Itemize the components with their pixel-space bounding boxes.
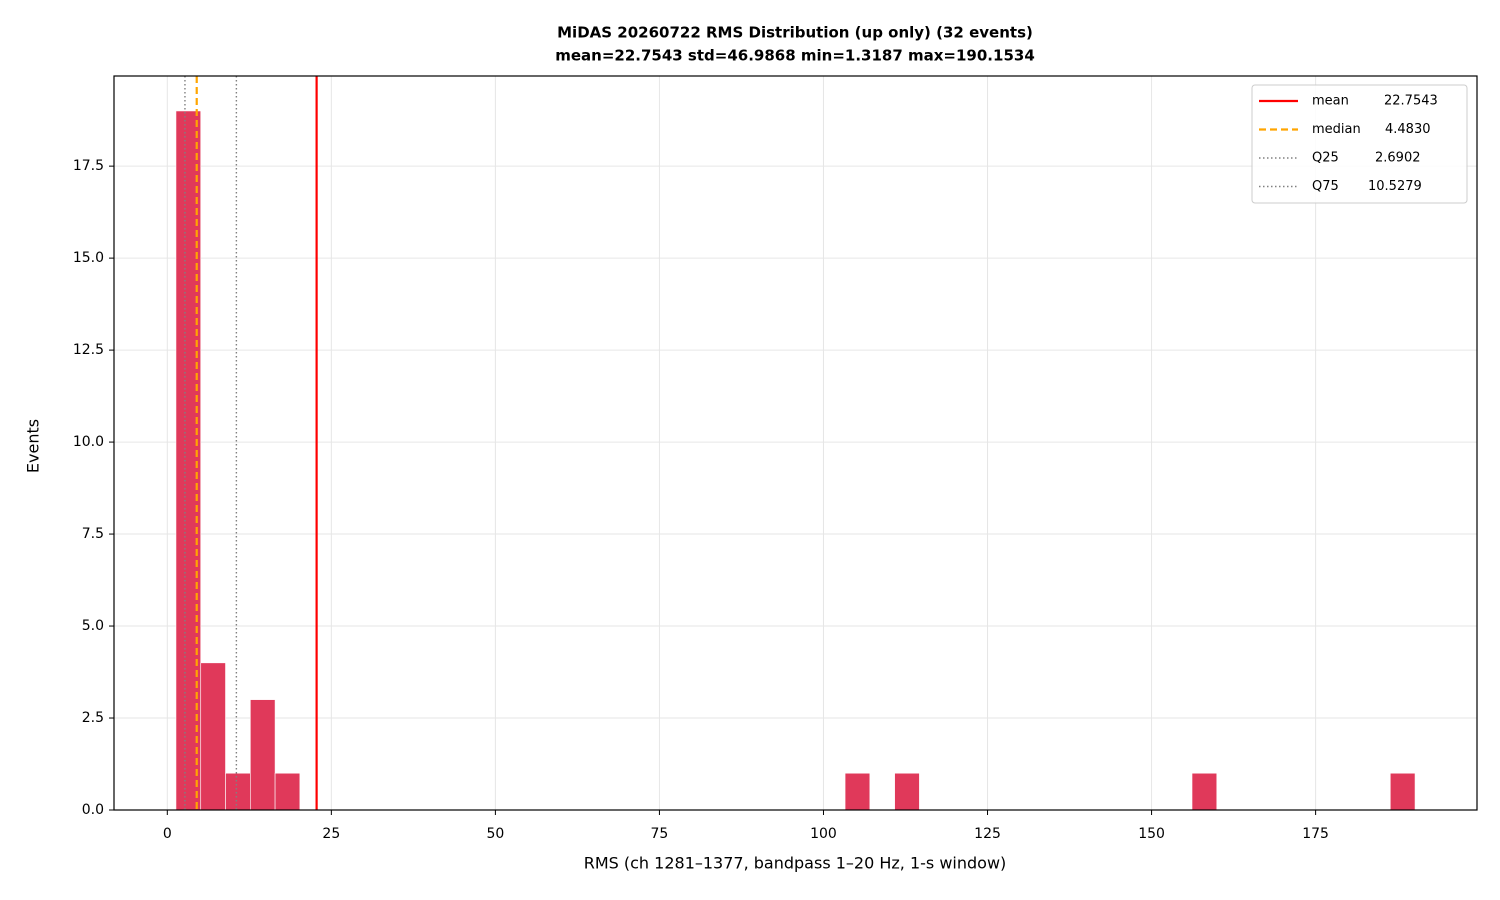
y-tick-label: 17.5 — [73, 158, 104, 174]
legend-label: Q25 — [1312, 151, 1339, 166]
y-tick-label: 2.5 — [82, 710, 104, 726]
x-tick-label: 125 — [974, 826, 1001, 842]
legend-box — [1251, 84, 1468, 204]
plot-frame — [113, 75, 1478, 811]
y-axis-label: Events — [24, 419, 43, 473]
chart-subtitle: mean=22.7543 std=46.9868 min=1.3187 max=… — [555, 47, 1035, 65]
bar — [225, 772, 251, 811]
legend-label: median — [1312, 122, 1361, 137]
y-tick-label: 10.0 — [73, 434, 104, 450]
x-tick-label: 75 — [651, 826, 669, 842]
bar — [894, 772, 920, 811]
x-axis-label: RMS (ch 1281–1377, bandpass 1–20 Hz, 1-s… — [584, 854, 1007, 873]
bar — [844, 772, 871, 811]
legend-label: mean — [1312, 94, 1349, 109]
bar — [250, 699, 276, 811]
x-tick-label: 100 — [810, 826, 837, 842]
y-tick-label: 12.5 — [73, 342, 104, 358]
x-tick-label: 150 — [1138, 826, 1165, 842]
legend-value: 4.4830 — [1385, 122, 1431, 137]
chart-title: MiDAS 20260722 RMS Distribution (up only… — [557, 24, 1033, 42]
legend-value: 10.5279 — [1368, 179, 1422, 194]
legend-value: 22.7543 — [1384, 94, 1438, 109]
y-tick-label: 7.5 — [82, 526, 104, 542]
bar — [1389, 772, 1416, 811]
x-tick-label: 25 — [322, 826, 340, 842]
x-tick-label: 0 — [163, 826, 172, 842]
legend-label: Q75 — [1312, 179, 1339, 194]
bar — [274, 772, 301, 811]
bar — [200, 662, 226, 811]
x-tick-label: 175 — [1302, 826, 1329, 842]
y-tick-label: 5.0 — [82, 618, 104, 634]
bar — [1191, 772, 1218, 811]
y-tick-label: 0.0 — [82, 802, 104, 818]
y-tick-label: 15.0 — [73, 250, 104, 266]
x-tick-label: 50 — [486, 826, 504, 842]
legend-value: 2.6902 — [1375, 151, 1421, 166]
